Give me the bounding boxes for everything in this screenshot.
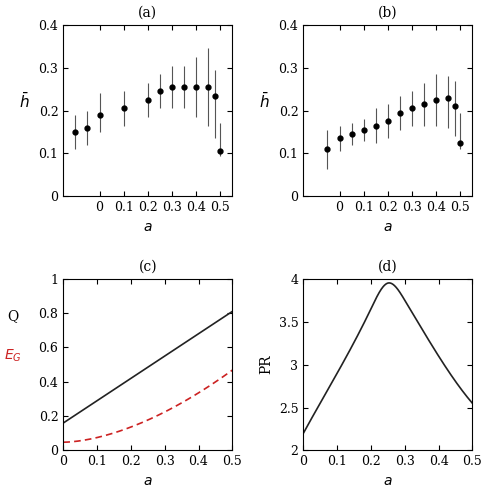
- Title: (c): (c): [138, 259, 157, 273]
- Text: $E_G$: $E_G$: [4, 348, 21, 364]
- X-axis label: $a$: $a$: [383, 474, 393, 488]
- X-axis label: $a$: $a$: [143, 474, 152, 488]
- Title: (d): (d): [378, 259, 398, 273]
- Text: Q: Q: [7, 309, 18, 324]
- Y-axis label: PR: PR: [259, 355, 273, 374]
- Y-axis label: $\bar{h}$: $\bar{h}$: [19, 92, 30, 110]
- X-axis label: $a$: $a$: [383, 220, 393, 234]
- Title: (a): (a): [138, 5, 157, 19]
- Y-axis label: $\bar{h}$: $\bar{h}$: [260, 92, 270, 110]
- Title: (b): (b): [378, 5, 398, 19]
- X-axis label: $a$: $a$: [143, 220, 152, 234]
